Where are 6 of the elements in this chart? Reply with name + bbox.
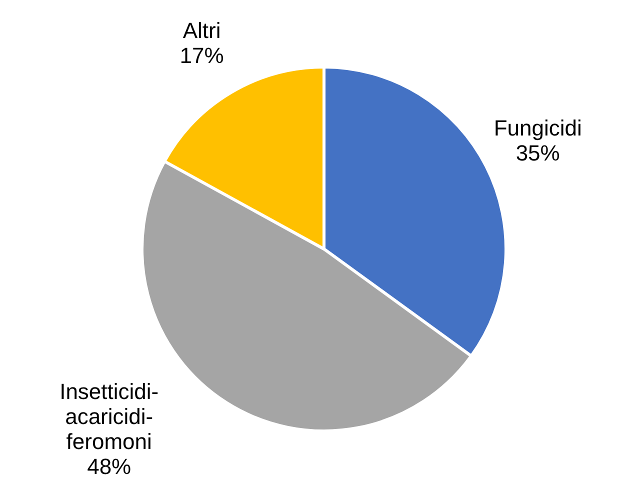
data-label: 48% [87,454,132,478]
data-label: 35% [516,140,560,166]
slice-label: Insetticidi-acaricidi-feromoni [60,378,159,454]
slice-label: Fungicidi [494,115,582,140]
slice-label: Altri [182,17,221,42]
data-label: 17% [180,42,224,68]
